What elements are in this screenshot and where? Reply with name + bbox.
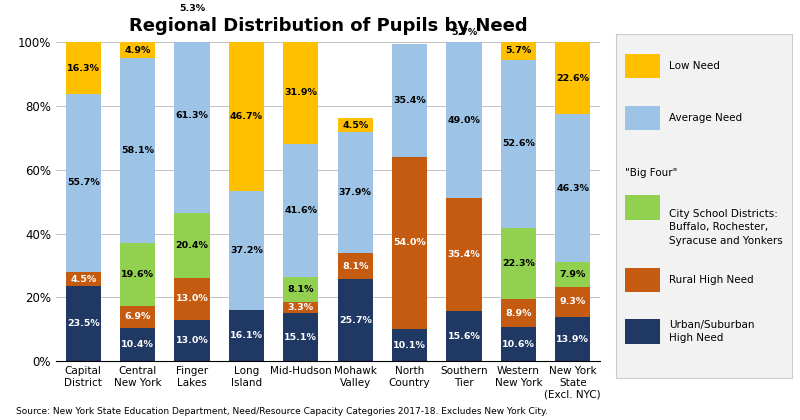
Bar	[555, 287, 590, 317]
Text: Urban/Suburban
High Need: Urban/Suburban High Need	[669, 320, 754, 343]
Bar	[501, 327, 536, 361]
Text: 9.3%: 9.3%	[560, 297, 586, 307]
Bar	[229, 191, 264, 310]
Text: 4.5%: 4.5%	[342, 121, 368, 130]
Bar	[174, 320, 210, 361]
Bar	[446, 42, 482, 198]
Bar	[66, 94, 101, 272]
Text: 4.5%: 4.5%	[70, 275, 96, 284]
Text: 8.9%: 8.9%	[505, 309, 532, 318]
Text: 55.7%: 55.7%	[67, 178, 99, 187]
Bar	[174, 213, 210, 278]
Text: Rural High Need: Rural High Need	[669, 275, 754, 285]
Text: 15.6%: 15.6%	[447, 332, 481, 341]
Text: 31.9%: 31.9%	[284, 89, 318, 97]
Bar	[66, 42, 101, 94]
Bar	[446, 198, 482, 311]
Bar	[338, 279, 373, 361]
Bar	[501, 228, 536, 299]
Bar	[555, 317, 590, 361]
Text: 6.9%: 6.9%	[125, 312, 150, 321]
Text: Average Need: Average Need	[669, 113, 742, 123]
Bar	[392, 329, 427, 361]
Text: 22.6%: 22.6%	[556, 74, 590, 83]
Text: 58.1%: 58.1%	[121, 146, 154, 155]
Text: 5.7%: 5.7%	[451, 29, 477, 37]
Bar	[625, 320, 660, 344]
Bar	[120, 244, 155, 306]
Bar	[392, 44, 427, 157]
Bar	[555, 114, 590, 262]
Bar	[625, 106, 660, 130]
Bar	[446, 311, 482, 361]
Text: Source: New York State Education Department, Need/Resource Capacity Categories 2: Source: New York State Education Departm…	[16, 407, 548, 416]
Bar	[625, 54, 660, 79]
Bar	[625, 268, 660, 292]
Text: 8.1%: 8.1%	[287, 285, 314, 294]
Bar	[446, 24, 482, 42]
Title: Regional Distribution of Pupils by Need: Regional Distribution of Pupils by Need	[129, 17, 527, 35]
Bar	[283, 42, 318, 144]
Bar	[66, 272, 101, 286]
Text: 10.1%: 10.1%	[393, 341, 426, 349]
Bar	[174, 278, 210, 320]
Bar	[338, 118, 373, 132]
Text: 22.3%: 22.3%	[502, 259, 535, 268]
Text: 37.2%: 37.2%	[230, 246, 263, 255]
Text: 23.5%: 23.5%	[67, 319, 99, 328]
Bar	[338, 253, 373, 279]
Bar	[555, 262, 590, 287]
Text: 13.9%: 13.9%	[556, 334, 590, 344]
Bar	[229, 42, 264, 191]
Text: City School Districts:
Buffalo, Rochester,
Syracuse and Yonkers: City School Districts: Buffalo, Rocheste…	[669, 209, 782, 246]
Text: 41.6%: 41.6%	[284, 206, 318, 215]
Text: 5.7%: 5.7%	[506, 46, 531, 55]
Bar	[66, 286, 101, 361]
Bar	[283, 302, 318, 313]
Text: 5.3%: 5.3%	[179, 5, 205, 13]
Bar	[625, 195, 660, 220]
Text: 25.7%: 25.7%	[338, 316, 372, 325]
Text: 10.6%: 10.6%	[502, 340, 535, 349]
Text: 7.9%: 7.9%	[560, 270, 586, 279]
Bar	[120, 58, 155, 244]
Text: 46.7%: 46.7%	[230, 112, 263, 121]
Bar	[283, 144, 318, 277]
Bar	[555, 42, 590, 114]
Text: 15.1%: 15.1%	[284, 333, 318, 341]
Text: 37.9%: 37.9%	[338, 188, 372, 197]
Text: 4.9%: 4.9%	[125, 46, 150, 55]
Bar	[120, 328, 155, 361]
Text: 13.0%: 13.0%	[176, 336, 208, 345]
Text: 16.1%: 16.1%	[230, 331, 263, 340]
Bar	[501, 60, 536, 228]
Bar	[174, 17, 210, 213]
Bar	[120, 306, 155, 328]
Text: 46.3%: 46.3%	[556, 184, 590, 192]
Text: 16.3%: 16.3%	[66, 63, 100, 73]
Bar	[229, 310, 264, 361]
Bar	[174, 0, 210, 17]
Text: 8.1%: 8.1%	[342, 262, 369, 271]
Text: Low Need: Low Need	[669, 61, 720, 71]
Text: 35.4%: 35.4%	[448, 250, 480, 260]
Text: 52.6%: 52.6%	[502, 139, 535, 148]
Text: 35.4%: 35.4%	[394, 96, 426, 105]
Bar	[338, 132, 373, 253]
Bar	[120, 42, 155, 58]
Bar	[283, 313, 318, 361]
Text: "Big Four": "Big Four"	[625, 168, 677, 178]
Bar	[501, 299, 536, 327]
Text: 20.4%: 20.4%	[175, 241, 209, 250]
Text: 10.4%: 10.4%	[121, 340, 154, 349]
Text: 54.0%: 54.0%	[394, 238, 426, 247]
Bar	[392, 157, 427, 329]
Bar	[501, 42, 536, 60]
Text: 3.3%: 3.3%	[288, 303, 314, 312]
Text: 61.3%: 61.3%	[175, 111, 209, 120]
Text: 13.0%: 13.0%	[176, 294, 208, 304]
Text: 19.6%: 19.6%	[121, 270, 154, 279]
Text: 49.0%: 49.0%	[447, 116, 481, 125]
Bar	[283, 277, 318, 302]
